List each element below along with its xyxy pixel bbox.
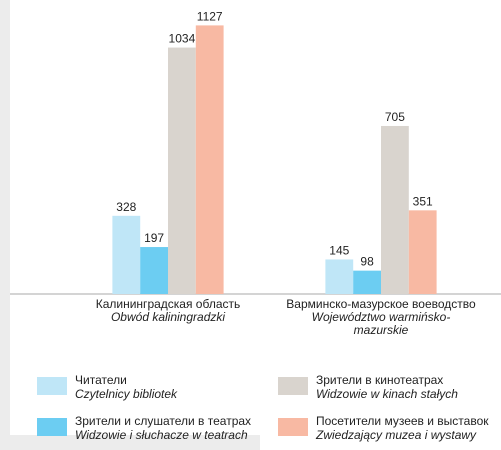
legend-swatch [278,377,308,395]
value-label: 145 [329,243,349,257]
legend-subtitle: Widzowie i słuchacze w teatrach [75,428,248,442]
legend-subtitle: Czytelnicy bibliotek [75,387,178,401]
legend-label: Посетители музеев и выставок [316,414,489,428]
value-label: 1034 [169,32,196,46]
value-label: 98 [360,255,374,269]
side-panel [0,0,10,440]
value-label: 1127 [197,9,223,23]
value-label: 705 [385,110,405,124]
legend-label: Зрители и слушатели в театрах [75,414,251,428]
legend-subtitle: Zwiedzający muzea i wystawy [315,428,477,442]
legend-label: Читатели [75,373,127,387]
bottom-panel [0,435,260,450]
bar [140,247,168,294]
category-label: Калининградская область Obwód kaliningrad… [73,298,263,324]
value-label: 197 [144,231,164,245]
bar [195,25,224,294]
bar [325,259,354,294]
bar [353,270,381,294]
legend-subtitle: Widzowie w kinach stałych [316,387,458,401]
category-name: Калининградская область [95,297,241,311]
legend-swatch [278,418,308,436]
bar [381,125,409,294]
category-label: Варминско-мазурское воеводство Województw… [286,298,476,337]
legend-swatch [37,377,67,395]
category-name: Варминско-мазурское воеводство [286,297,476,311]
bar [168,47,196,295]
bar [408,210,437,294]
legend-label: Зрители в кинотеатрах [316,373,443,387]
category-subtitle: Obwód kaliningradzki [110,310,226,324]
bar [112,215,141,294]
value-label: 351 [413,194,433,208]
legend-swatch [37,418,67,436]
category-subtitle: Województwo warmińsko-mazurskie [311,310,451,337]
value-label: 328 [116,200,136,214]
